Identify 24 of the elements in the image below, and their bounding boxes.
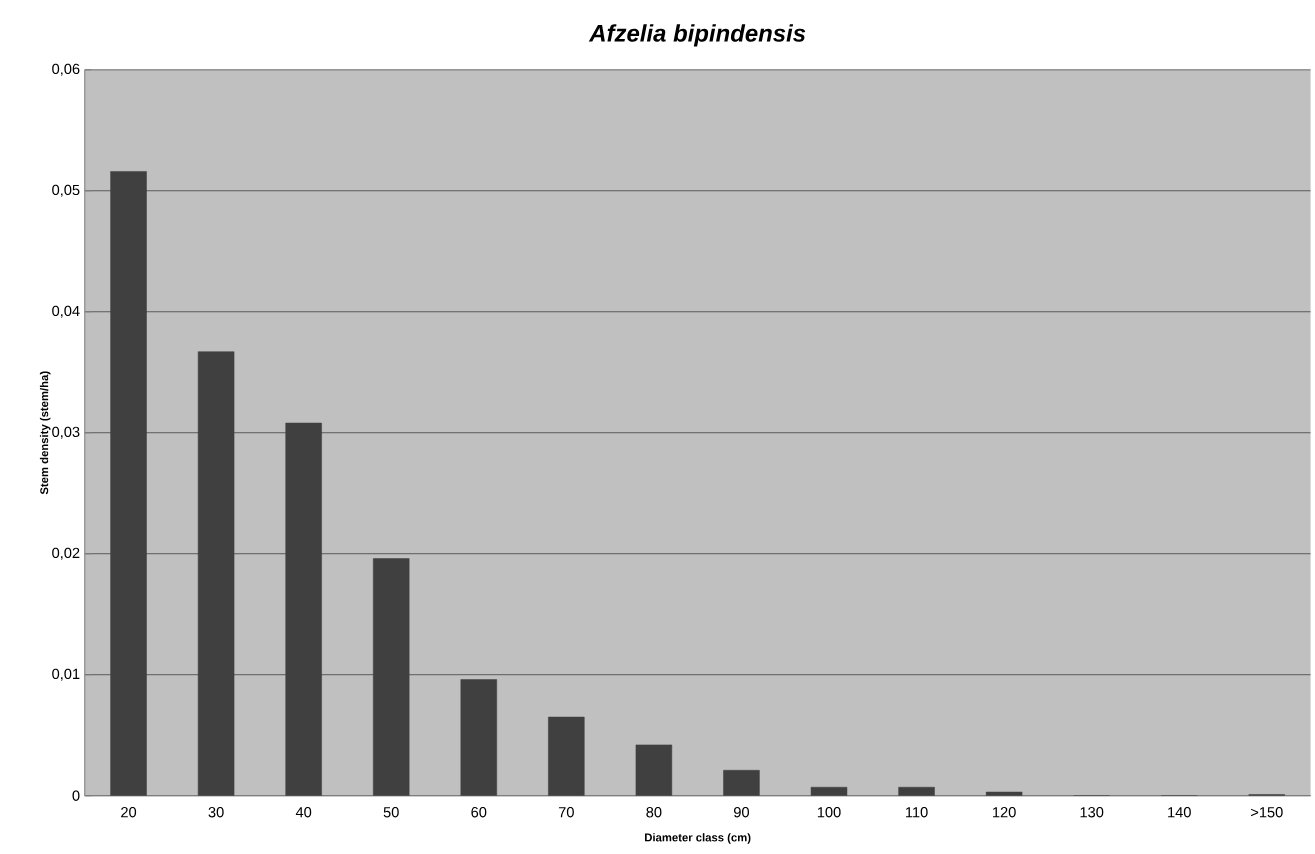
x-tick-label: 110 [906,807,928,818]
y-tick-label: 0,02 [52,547,80,561]
x-tick-label: 90 [734,807,749,818]
x-tick-label: 50 [383,807,399,818]
y-tick-label: 0,04 [52,305,80,319]
x-tick-label: 100 [817,807,841,818]
y-tick-label: 0 [72,790,80,802]
y-tick-label: 0,06 [52,64,80,77]
y-tick-label: 0,01 [52,668,80,681]
y-tick-label: 0,03 [52,426,80,440]
y-axis-title: Stem density (stem/ha) [39,371,51,495]
x-tick-label: 30 [208,807,224,818]
chart-title: Afzelia bipindensis [588,24,806,47]
x-tick-label: 70 [558,807,574,818]
x-tick-label: 80 [646,807,662,818]
y-tick-label: 0,05 [52,184,80,198]
x-tick-label: 20 [121,807,137,818]
x-tick-label: 120 [993,807,1016,818]
x-tick-label: 40 [295,807,312,818]
x-tick-label: 140 [1168,807,1191,818]
x-axis-title: Diameter class (cm) [645,833,751,844]
x-tick-label: >150 [1251,807,1283,818]
x-tick-label: 130 [1080,807,1104,818]
x-tick-label: 60 [471,807,487,818]
